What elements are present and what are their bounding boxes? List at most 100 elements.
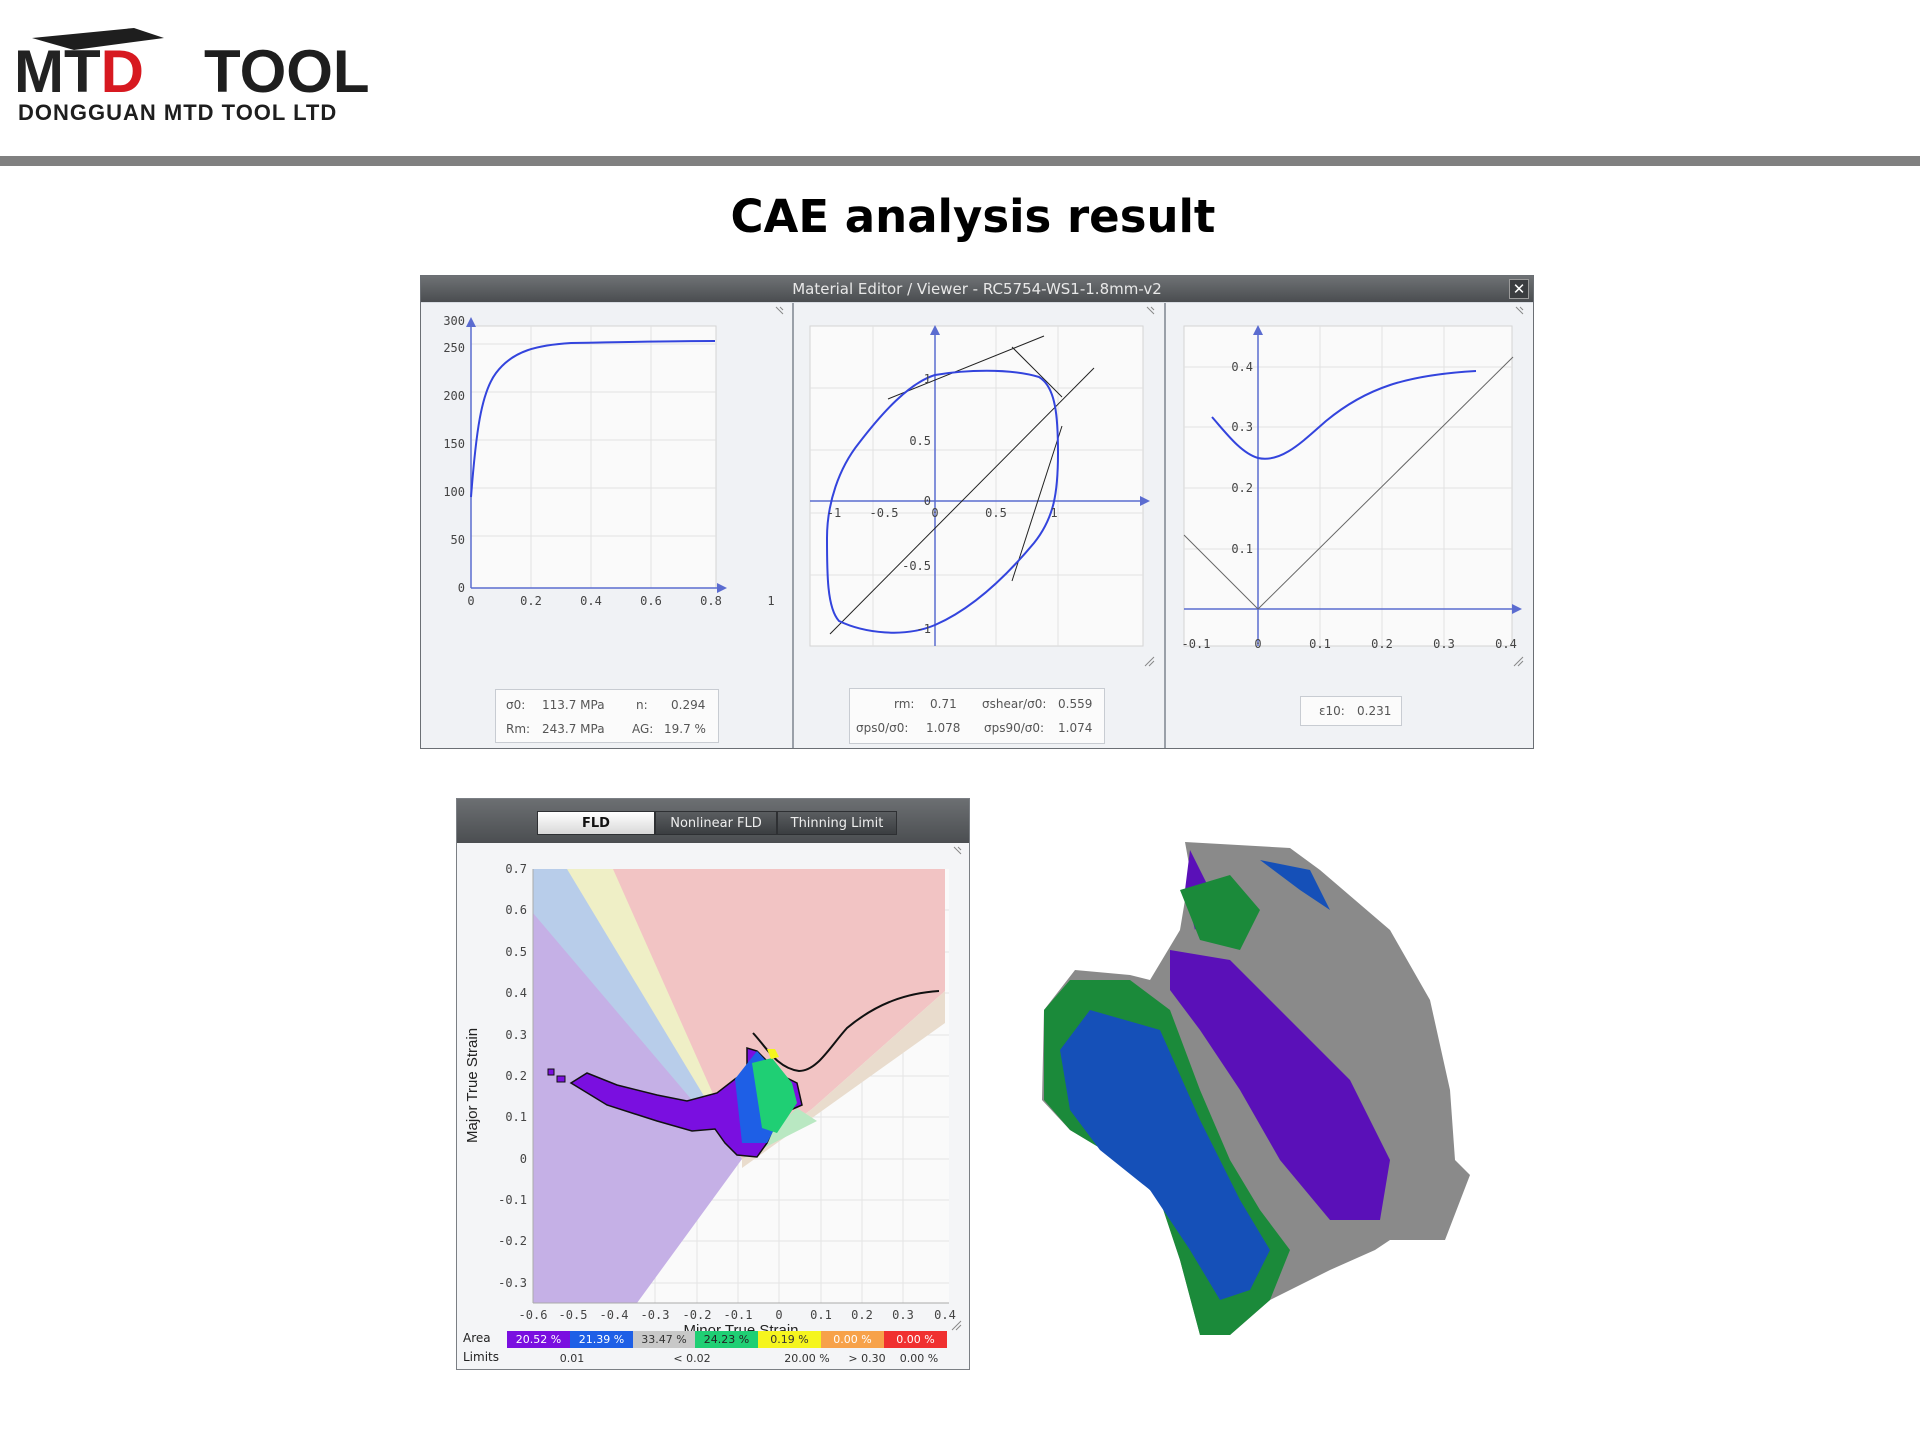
tangent-line — [1011, 346, 1063, 398]
legend-swatch: 0.19 % — [758, 1331, 821, 1348]
param-label: Rm: — [506, 722, 531, 736]
eps10-box: ε10: 0.231 — [1300, 696, 1402, 726]
x-tick: 0.2 — [520, 594, 542, 608]
limit-value: > 0.30 — [848, 1352, 886, 1365]
limit-value: 0.01 — [559, 1352, 585, 1365]
x-tick: -0.5 — [870, 506, 899, 520]
param-label: ε10: — [1319, 704, 1345, 718]
header-divider — [0, 156, 1920, 166]
y-tick: 200 — [443, 389, 465, 403]
param-label: σps90/σ0: — [984, 721, 1045, 735]
resize-grip-icon[interactable] — [1513, 656, 1524, 667]
param-label: AG: — [632, 722, 654, 736]
y-tick: 0.2 — [1231, 481, 1253, 495]
yield-locus-chart: -1 -0.5 0 0.5 1 1 0.5 0 -0.5 -1 — [809, 306, 1155, 667]
company-logo: MTD TOOL — [14, 28, 370, 96]
anisotropy-params-box: rm: 0.71 σshear/σ0: 0.559 σps0/σ0: 1.078… — [849, 688, 1105, 744]
x-tick: 0.4 — [1495, 637, 1517, 651]
stress-strain-curve — [470, 340, 716, 498]
limits-legend: 0.01 < 0.02 20.00 % > 0.30 0.00 % — [507, 1350, 947, 1367]
y-tick: -0.2 — [498, 1234, 527, 1248]
area-legend: 20.52 % 21.39 % 33.47 % 24.23 % 0.19 % 0… — [507, 1331, 947, 1348]
legend-swatch: 0.00 % — [821, 1331, 884, 1348]
legend-swatch: 21.39 % — [570, 1331, 633, 1348]
logo-mark-tool: TOOL — [204, 38, 370, 96]
param-value: 0.231 — [1357, 704, 1392, 718]
y-tick: 0.3 — [505, 1028, 527, 1042]
param-label: σshear/σ0: — [982, 697, 1047, 711]
x-tick: -0.4 — [600, 1308, 629, 1322]
param-label: σps0/σ0: — [856, 721, 909, 735]
y-tick: 0.5 — [909, 434, 931, 448]
contour-green-patch — [1180, 875, 1260, 950]
x-tick: 0.1 — [1309, 637, 1331, 651]
stress-strain-panel: 0 50 100 150 200 250 300 0 0.2 0.4 0.6 0… — [421, 303, 794, 748]
x-tick: 0.5 — [985, 506, 1007, 520]
company-name: DONGGUAN MTD TOOL LTD — [18, 100, 338, 125]
x-tick: -1 — [827, 506, 841, 520]
x-tick: 0 — [1254, 637, 1261, 651]
stress-strain-chart: 0 50 100 150 200 250 300 0 0.2 0.4 0.6 0… — [443, 306, 784, 608]
y-tick: 250 — [443, 341, 465, 355]
tangent-line — [887, 335, 1045, 400]
contour-purple-region — [1170, 950, 1390, 1220]
tangent-line — [1011, 425, 1063, 582]
param-label: n: — [636, 698, 648, 712]
x-tick: 0.1 — [810, 1308, 832, 1322]
x-tick: 0.3 — [892, 1308, 914, 1322]
y-tick: 0.4 — [1231, 360, 1253, 374]
yield-locus-curve — [825, 369, 1060, 634]
resize-grip-icon[interactable] — [951, 1320, 962, 1331]
y-tick: -0.3 — [498, 1276, 527, 1290]
x-tick: 0.2 — [851, 1308, 873, 1322]
tab-nonlinear-fld[interactable]: Nonlinear FLD — [655, 811, 777, 835]
fld-chart: 0.7 0.6 0.5 0.4 0.3 0.2 0.1 0 -0.1 -0.2 … — [464, 846, 962, 1339]
y-tick: 0.2 — [505, 1069, 527, 1083]
flc-curve — [1211, 370, 1477, 460]
y-tick: 0 — [924, 494, 931, 508]
y-axis-label: Major True Strain — [464, 1028, 481, 1143]
param-value: 0.71 — [930, 697, 957, 711]
y-tick: 0.7 — [505, 862, 527, 876]
resize-grip-icon[interactable] — [1146, 306, 1155, 315]
x-tick: -0.6 — [519, 1308, 548, 1322]
x-tick: 0.2 — [1371, 637, 1393, 651]
param-value: 1.074 — [1058, 721, 1093, 735]
x-tick: 0.4 — [580, 594, 602, 608]
contour-blue-patch — [1260, 860, 1330, 910]
limit-value: 0.00 % — [899, 1352, 939, 1365]
y-tick: 0.1 — [1231, 542, 1253, 556]
legend-swatch: 33.47 % — [633, 1331, 695, 1348]
material-editor-titlebar[interactable]: Material Editor / Viewer - RC5754-WS1-1.… — [421, 276, 1533, 302]
flc-chart: -0.1 0 0.1 0.2 0.3 0.4 0.4 0.3 0.2 0.1 — [1182, 306, 1524, 667]
x-tick: 0.4 — [934, 1308, 956, 1322]
x-tick: -0.1 — [724, 1308, 753, 1322]
strain-cloud-green — [752, 1058, 797, 1133]
tab-fld[interactable]: FLD — [537, 811, 655, 835]
diagonal-line — [1183, 534, 1259, 610]
fld-window: FLD Nonlinear FLD Thinning Limit — [456, 798, 970, 1370]
x-tick: 0 — [467, 594, 474, 608]
material-editor-title: Material Editor / Viewer - RC5754-WS1-1.… — [792, 280, 1162, 298]
y-tick: 0.4 — [505, 986, 527, 1000]
x-tick: 0.3 — [1433, 637, 1455, 651]
param-value: 1.078 — [926, 721, 961, 735]
y-tick: 100 — [443, 485, 465, 499]
resize-grip-icon[interactable] — [1144, 656, 1155, 667]
param-label: rm: — [894, 697, 915, 711]
param-value: 19.7 % — [664, 722, 706, 736]
resize-grip-icon[interactable] — [775, 306, 784, 315]
tab-thinning-limit[interactable]: Thinning Limit — [777, 811, 897, 835]
y-tick: 0.6 — [505, 903, 527, 917]
param-value: 0.294 — [671, 698, 706, 712]
contour-blue-region — [1060, 1010, 1270, 1300]
resize-grip-icon[interactable] — [1515, 306, 1524, 315]
x-tick: 0.6 — [640, 594, 662, 608]
limit-value: 20.00 % — [784, 1352, 830, 1365]
strain-cloud-yellow — [767, 1049, 779, 1059]
close-icon[interactable]: ✕ — [1509, 279, 1529, 299]
x-tick: 0.8 — [700, 594, 722, 608]
resize-grip-icon[interactable] — [953, 846, 962, 855]
limit-value: < 0.02 — [673, 1352, 711, 1365]
y-tick: 0 — [458, 581, 465, 595]
